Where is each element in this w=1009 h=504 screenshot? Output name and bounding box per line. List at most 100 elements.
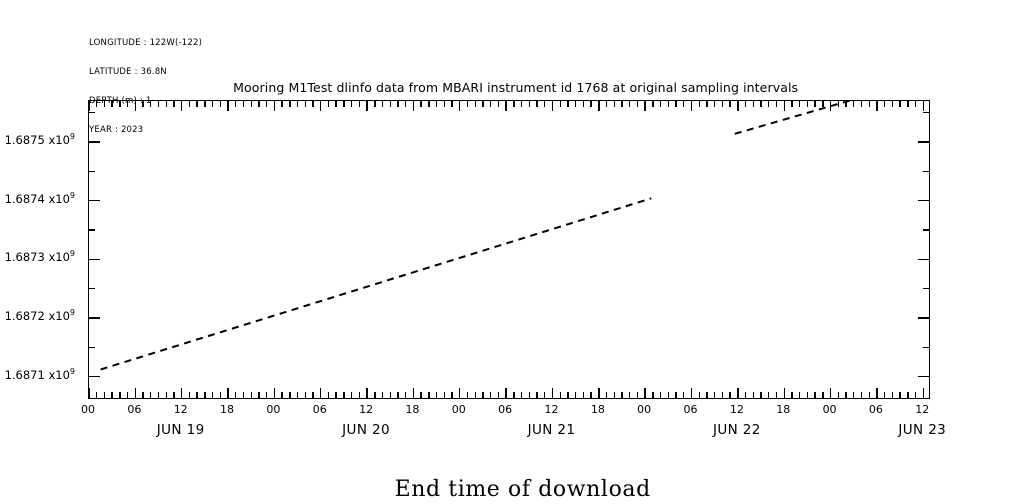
x-axis-tick <box>752 392 755 398</box>
x-axis-tick-top <box>327 101 330 107</box>
x-axis-tick-top <box>659 101 662 107</box>
x-axis-tick <box>829 388 832 398</box>
x-axis-tick <box>381 392 384 398</box>
x-axis-tick-top <box>698 101 700 107</box>
x-axis-tick <box>791 392 793 398</box>
y-axis-label-mantissa: 1.6872 x10 <box>4 308 70 323</box>
x-axis-hour-label: 06 <box>498 403 513 416</box>
y-axis-label-exponent: 9 <box>69 190 75 200</box>
x-axis-title: End time of download <box>0 452 1009 504</box>
x-axis-tick <box>868 392 870 398</box>
x-axis-tick-top <box>520 101 523 107</box>
x-axis-tick-top <box>435 101 438 107</box>
y-axis-tick <box>89 141 100 143</box>
x-axis-tick-top <box>134 101 137 111</box>
x-axis-tick-top <box>428 101 430 107</box>
x-axis-tick <box>459 388 461 398</box>
x-axis-tick-top <box>374 101 376 107</box>
x-axis-tick-top <box>219 101 221 107</box>
x-axis-tick <box>312 392 314 398</box>
x-axis-tick-top <box>868 101 870 107</box>
x-axis-tick <box>698 392 700 398</box>
x-axis-tick-top <box>119 101 121 107</box>
x-axis-tick <box>296 392 299 398</box>
x-axis-tick <box>520 392 523 398</box>
x-axis-tick <box>744 392 747 398</box>
x-axis-tick-top <box>567 101 569 107</box>
x-axis-tick-top <box>412 101 415 111</box>
x-axis-tick-top <box>242 101 245 107</box>
y-axis-tick <box>89 170 95 173</box>
x-axis-tick-top <box>845 101 847 107</box>
x-axis-hour-label: 18 <box>220 403 235 416</box>
x-axis-tick <box>482 392 484 398</box>
x-axis-day-label: JUN 20 <box>342 422 390 438</box>
x-axis-tick <box>505 388 507 398</box>
x-axis-tick-top <box>814 101 816 107</box>
x-axis-tick-top <box>489 101 492 107</box>
x-axis-tick-top <box>150 101 152 107</box>
y-axis-label: 1.6875 x109 <box>5 133 75 147</box>
x-axis-tick <box>814 392 816 398</box>
x-axis-tick-top <box>536 101 538 107</box>
x-axis-tick <box>235 392 237 398</box>
x-axis-tick <box>598 388 600 398</box>
x-axis-tick-top <box>853 101 855 107</box>
x-axis-tick <box>389 392 391 398</box>
x-axis-tick <box>783 388 785 398</box>
x-axis-tick <box>914 392 917 398</box>
x-axis-tick-top <box>714 101 716 107</box>
x-axis-tick <box>335 392 337 398</box>
x-axis-tick-top <box>474 101 476 107</box>
x-axis-tick-top <box>860 101 863 107</box>
x-axis-tick <box>860 392 863 398</box>
x-axis-tick-top <box>265 101 268 107</box>
x-axis-tick-top <box>157 101 160 107</box>
x-axis-tick-top <box>621 101 623 107</box>
x-axis-tick <box>907 392 909 398</box>
x-axis-tick <box>513 392 515 398</box>
x-axis-tick <box>258 392 260 398</box>
y-axis-tick-right <box>918 258 929 260</box>
x-axis-tick-top <box>304 101 306 107</box>
x-axis-hour-label: 12 <box>544 403 559 416</box>
x-axis-tick <box>922 388 924 398</box>
x-axis-tick-top <box>629 101 631 107</box>
x-axis-day-label: JUN 23 <box>898 422 947 438</box>
x-axis-tick <box>204 392 206 398</box>
x-axis-hour-label: 12 <box>173 403 188 416</box>
y-axis-tick <box>89 375 100 378</box>
data-series-svg <box>100 101 852 371</box>
x-axis-tick <box>806 392 809 398</box>
x-axis-tick-top <box>590 101 592 107</box>
x-axis-hour-label: 06 <box>312 403 327 416</box>
x-axis-tick <box>350 392 353 398</box>
x-axis-tick <box>119 392 121 398</box>
y-axis-label-exponent: 9 <box>69 132 75 142</box>
x-axis-tick <box>227 388 229 398</box>
x-axis-tick-top <box>420 101 422 107</box>
x-axis-tick-top <box>258 101 260 107</box>
x-axis-tick <box>443 392 446 398</box>
x-axis-tick <box>729 392 731 398</box>
x-axis-tick-top <box>103 101 106 107</box>
x-axis-tick-top <box>513 101 515 107</box>
x-axis-tick-top <box>644 101 646 111</box>
x-axis-tick <box>652 392 654 398</box>
x-axis-tick-top <box>768 101 770 107</box>
x-axis-tick-top <box>188 101 191 107</box>
x-axis-tick <box>567 392 569 398</box>
longitude-text: LONGITUDE : 122W(-122) <box>89 38 203 49</box>
x-axis-hour-label: 00 <box>451 403 466 416</box>
x-axis-tick-top <box>250 101 252 107</box>
x-axis-tick-top <box>312 101 314 107</box>
x-axis-tick-top <box>559 101 561 107</box>
data-line-segment-1 <box>100 197 652 371</box>
x-axis-tick <box>613 392 615 398</box>
x-axis-tick-top <box>165 101 167 107</box>
x-axis-tick-top <box>235 101 237 107</box>
x-axis-hour-label: 12 <box>359 403 374 416</box>
x-axis-tick <box>96 392 98 398</box>
y-axis-label-exponent: 9 <box>69 366 75 376</box>
